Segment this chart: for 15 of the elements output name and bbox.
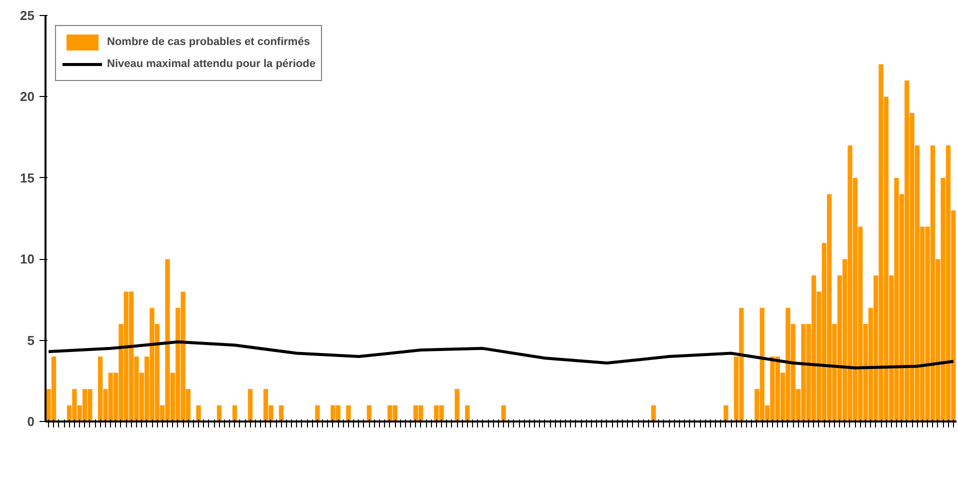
bar xyxy=(346,405,351,422)
y-tick-label: 0 xyxy=(27,414,35,429)
y-tick-label: 10 xyxy=(20,252,35,267)
line-series xyxy=(47,340,955,370)
legend-label: Nombre de cas probables et confirmés xyxy=(107,36,310,48)
bar xyxy=(196,405,201,422)
bar xyxy=(248,389,253,422)
y-tick-label: 15 xyxy=(20,170,35,186)
y-tick-label: 25 xyxy=(20,8,35,23)
bar xyxy=(651,405,656,422)
y-tick-label: 5 xyxy=(27,332,35,348)
legend-label: Niveau maximal attendu pour la période xyxy=(107,58,316,70)
bar xyxy=(454,389,460,422)
bar xyxy=(315,405,320,422)
y-tick-label: 20 xyxy=(20,89,35,104)
